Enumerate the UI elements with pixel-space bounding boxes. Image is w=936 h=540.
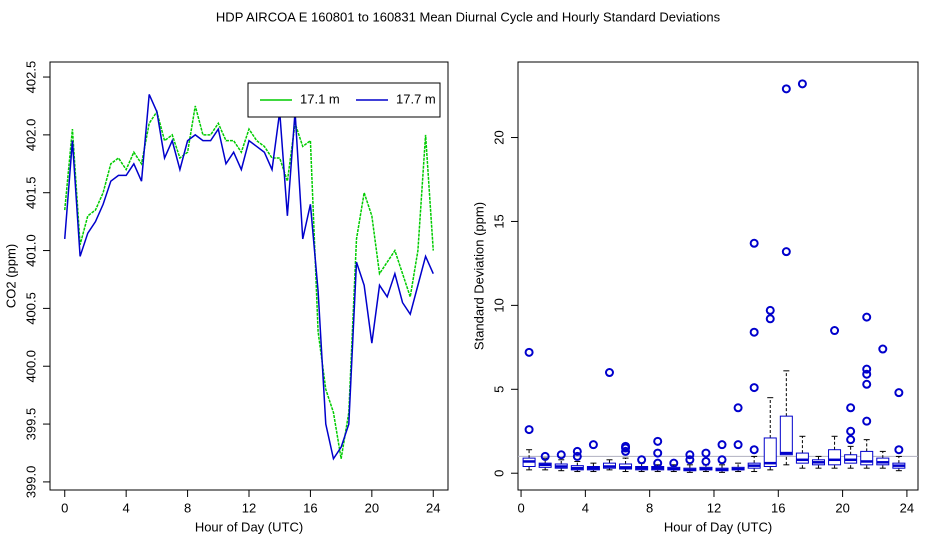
x-tick-label: 12 — [242, 500, 256, 515]
box — [763, 437, 777, 468]
outlier — [572, 446, 582, 456]
x-tick-label: 12 — [707, 500, 721, 515]
x-tick-label: 8 — [184, 500, 191, 515]
x-tick-label: 16 — [303, 500, 317, 515]
x-tick-label: 24 — [426, 500, 440, 515]
x-tick-label: 20 — [365, 500, 379, 515]
outlier — [830, 326, 840, 336]
outlier — [604, 368, 614, 378]
outlier — [669, 458, 679, 468]
outlier — [733, 440, 743, 450]
x-tick-label: 24 — [900, 500, 914, 515]
outlier — [524, 425, 534, 435]
plot-frame — [49, 61, 449, 491]
outlier — [846, 403, 856, 413]
x-tick-label: 20 — [835, 500, 849, 515]
outlier — [797, 79, 807, 89]
y-tick-label: 0 — [491, 470, 506, 477]
outlier — [894, 445, 904, 455]
outlier — [717, 455, 727, 465]
x-tick-label: 8 — [646, 500, 653, 515]
y-axis-label: CO2 (ppm) — [3, 244, 18, 308]
outlier — [781, 84, 791, 94]
outlier — [733, 403, 743, 413]
y-tick-label: 400.5 — [23, 292, 38, 325]
figure-title: HDP AIRCOA E 160801 to 160831 Mean Diurn… — [216, 9, 721, 24]
outlier — [878, 344, 888, 354]
outlier — [862, 369, 872, 379]
outlier — [572, 451, 582, 461]
outlier — [749, 238, 759, 248]
y-tick-label: 400.0 — [23, 350, 38, 383]
x-tick-label: 0 — [517, 500, 524, 515]
outlier — [862, 364, 872, 374]
outlier — [701, 448, 711, 458]
plot-frame — [517, 61, 919, 491]
outlier — [653, 436, 663, 446]
y-tick-label: 401.0 — [23, 234, 38, 267]
outlier — [862, 312, 872, 322]
outlier — [621, 441, 631, 451]
outlier — [621, 446, 631, 456]
legend: 17.1 m 17.7 m — [247, 82, 441, 118]
x-tick-label: 4 — [123, 500, 130, 515]
box — [779, 415, 793, 456]
outlier — [749, 383, 759, 393]
box — [828, 449, 842, 466]
outlier — [540, 451, 550, 461]
outlier — [765, 305, 775, 315]
x-axis-label: Hour of Day (UTC) — [195, 519, 303, 534]
outlier — [685, 455, 695, 465]
outlier — [685, 450, 695, 460]
outlier — [846, 435, 856, 445]
outlier — [653, 448, 663, 458]
outlier — [637, 455, 647, 465]
y-tick-label: 402.5 — [23, 61, 38, 94]
legend-label: 17.7 m — [396, 91, 436, 106]
x-axis-label: Hour of Day (UTC) — [664, 519, 772, 534]
legend-label: 17.1 m — [300, 91, 340, 106]
x-tick-label: 0 — [61, 500, 68, 515]
y-tick-label: 402.0 — [23, 119, 38, 152]
outlier — [717, 440, 727, 450]
outlier — [749, 445, 759, 455]
y-tick-label: 401.5 — [23, 176, 38, 209]
outlier — [765, 314, 775, 324]
x-tick-label: 4 — [582, 500, 589, 515]
outlier — [862, 379, 872, 389]
box — [860, 450, 874, 466]
y-axis-label: Standard Deviation (ppm) — [471, 202, 486, 350]
outlier — [894, 388, 904, 398]
outlier — [862, 416, 872, 426]
box — [795, 452, 809, 464]
outlier — [588, 440, 598, 450]
y-tick-label: 20 — [491, 130, 506, 144]
outlier — [749, 327, 759, 337]
outlier — [846, 426, 856, 436]
y-tick-label: 399.5 — [23, 408, 38, 441]
y-tick-label: 5 — [491, 386, 506, 393]
data-line — [63, 94, 434, 461]
y-tick-label: 10 — [491, 298, 506, 312]
outlier — [781, 247, 791, 257]
outlier — [701, 456, 711, 466]
data-line — [63, 105, 435, 459]
x-tick-label: 16 — [771, 500, 785, 515]
outlier — [524, 347, 534, 357]
outlier — [653, 458, 663, 468]
y-tick-label: 399.0 — [23, 466, 38, 499]
y-tick-label: 15 — [491, 214, 506, 228]
outlier — [556, 450, 566, 460]
